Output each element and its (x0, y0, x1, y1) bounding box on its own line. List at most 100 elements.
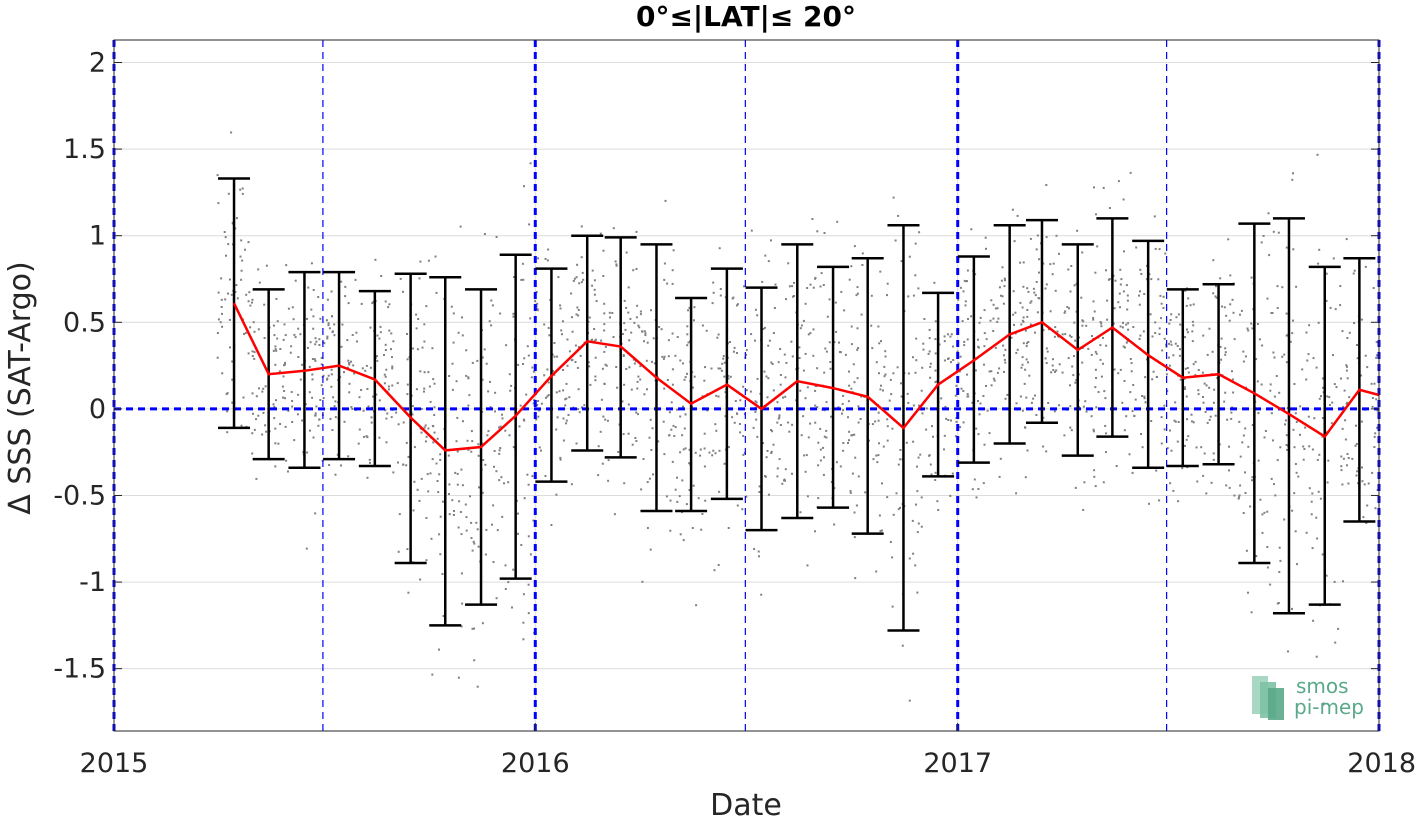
scatter-point (1212, 292, 1215, 295)
scatter-point (822, 446, 825, 449)
scatter-point (1073, 355, 1075, 358)
scatter-point (959, 355, 962, 358)
scatter-point (517, 512, 519, 515)
scatter-point (577, 309, 580, 311)
scatter-point (688, 448, 691, 451)
scatter-point (842, 409, 845, 412)
scatter-point (1151, 378, 1154, 381)
scatter-point (717, 395, 720, 398)
scatter-point (348, 363, 351, 366)
scatter-point (1125, 415, 1128, 418)
scatter-point (1356, 470, 1359, 473)
scatter-point (963, 344, 966, 347)
scatter-point (314, 512, 317, 515)
scatter-point (1166, 447, 1169, 450)
scatter-point (425, 305, 428, 308)
scatter-point (666, 282, 669, 285)
scatter-point (1228, 319, 1231, 322)
scatter-point (294, 336, 297, 339)
scatter-point (1021, 363, 1024, 366)
scatter-point (757, 550, 760, 553)
scatter-point (265, 430, 268, 433)
scatter-point (1150, 420, 1153, 422)
scatter-point (960, 387, 963, 390)
scatter-point (977, 433, 980, 436)
scatter-point (1307, 415, 1310, 418)
scatter-point (1251, 327, 1254, 330)
scatter-point (1074, 381, 1077, 384)
scatter-point (1131, 471, 1134, 474)
scatter-point (1012, 313, 1015, 316)
scatter-point (1033, 291, 1036, 294)
scatter-point (538, 446, 541, 449)
scatter-point (892, 372, 895, 375)
scatter-point (912, 356, 914, 359)
scatter-point (1174, 420, 1177, 423)
scatter-point (1202, 474, 1205, 477)
scatter-point (272, 349, 275, 352)
scatter-point (1143, 397, 1146, 400)
scatter-point (372, 395, 375, 398)
scatter-point (934, 320, 937, 323)
scatter-point (1001, 295, 1004, 298)
scatter-point (580, 406, 583, 409)
scatter-point (520, 278, 523, 281)
scatter-point (1321, 553, 1324, 556)
scatter-point (787, 421, 790, 424)
scatter-point (1056, 330, 1059, 333)
scatter-point (1036, 311, 1039, 314)
scatter-point (1348, 396, 1351, 399)
scatter-point (1315, 655, 1318, 658)
scatter-point (668, 434, 671, 437)
scatter-point (1015, 402, 1018, 405)
scatter-point (1107, 278, 1110, 281)
scatter-point (967, 395, 970, 398)
scatter-point (217, 202, 220, 205)
scatter-point (1186, 418, 1188, 421)
scatter-point (837, 406, 840, 409)
scatter-point (315, 405, 318, 408)
scatter-point (1267, 212, 1270, 215)
scatter-point (930, 473, 933, 476)
scatter-point (274, 345, 277, 348)
scatter-point (301, 419, 304, 422)
scatter-point (261, 433, 264, 436)
scatter-point (251, 298, 254, 301)
scatter-point (727, 377, 730, 380)
scatter-point (384, 300, 387, 303)
scatter-point (834, 301, 837, 304)
scatter-point (915, 359, 918, 362)
scatter-point (223, 231, 226, 233)
scatter-point (1311, 492, 1314, 495)
scatter-point (395, 411, 398, 414)
scatter-point (964, 280, 967, 283)
scatter-point (1343, 389, 1346, 392)
scatter-point (895, 492, 898, 495)
scatter-point (829, 367, 832, 370)
scatter-point (490, 299, 493, 302)
scatter-point (1053, 335, 1056, 338)
scatter-point (875, 361, 878, 364)
scatter-point (963, 279, 966, 282)
scatter-point (333, 334, 336, 337)
scatter-point (1263, 511, 1266, 514)
scatter-point (1360, 374, 1362, 377)
scatter-point (1318, 453, 1321, 456)
scatter-point (595, 300, 598, 302)
scatter-point (367, 405, 370, 408)
scatter-point (1121, 326, 1124, 329)
scatter-point (371, 302, 374, 305)
scatter-point (580, 225, 583, 228)
scatter-point (481, 622, 484, 625)
scatter-point (1082, 509, 1085, 511)
scatter-point (550, 524, 553, 526)
scatter-point (1067, 268, 1070, 271)
scatter-point (771, 430, 774, 433)
scatter-point (467, 448, 470, 451)
scatter-point (914, 371, 917, 374)
scatter-point (441, 573, 444, 575)
scatter-point (805, 454, 808, 457)
scatter-point (490, 324, 493, 327)
scatter-point (607, 459, 610, 462)
